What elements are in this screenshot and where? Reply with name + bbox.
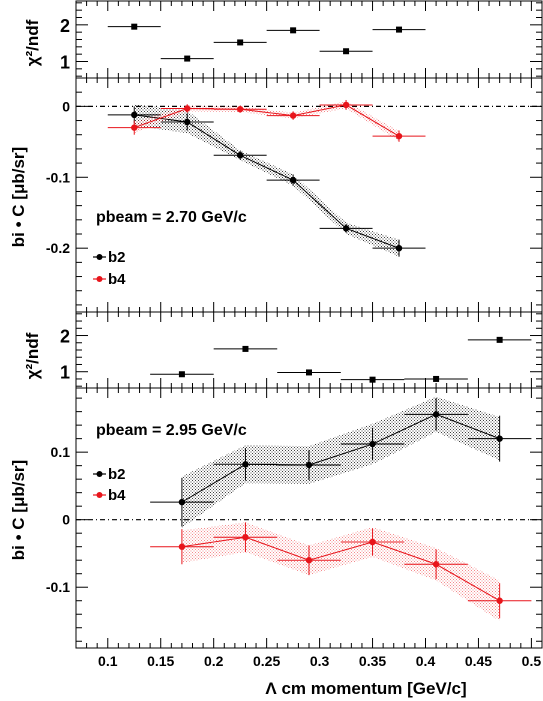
b-top-ylabel: bi • C [μb/sr] <box>9 147 28 247</box>
data-point-b2-b-bottom <box>178 498 186 506</box>
y-tick-label-b-bottom: 0.1 <box>51 444 71 460</box>
data-point-b2-b-bottom <box>496 435 503 442</box>
data-point-b4-b-bottom <box>369 538 376 546</box>
chart-marks: 1 2 0 -0.1 -0.2 1 2 0.1 0 -0.1 0.1 0.15 0.2 0.25 0.3 0.… <box>46 0 543 669</box>
series-line-b2-b-bottom <box>181 413 500 503</box>
y-tick-label-b-bottom: -0.1 <box>46 579 70 595</box>
legend-bottom: b2 b4 <box>93 466 126 504</box>
data-point-b4-b-top <box>342 101 350 109</box>
data-point-b2-b-top <box>289 176 297 184</box>
data-point-b2-b-bottom <box>432 411 440 418</box>
data-point-b4-b-bottom <box>496 597 503 604</box>
y-tick-label-b-top: -0.2 <box>46 240 70 256</box>
x-axis-label: Λ cm momentum [GeV/c] <box>265 679 466 698</box>
legend-top-b2-dot <box>96 254 103 260</box>
data-point-chi2-chi2-top <box>184 55 191 62</box>
data-point-b4-b-top <box>395 132 403 140</box>
legend-top-b4-label: b4 <box>108 271 126 288</box>
uncertainty-band-b4-b-top <box>134 101 400 142</box>
legend-top-b4-dot <box>96 276 103 282</box>
legend-bottom-b2-dot <box>96 471 103 477</box>
data-point-b2-b-top <box>184 118 191 126</box>
y-tick-label-chi2-top: 2 <box>60 16 70 36</box>
x-tick-label: 0.35 <box>359 653 386 669</box>
uncertainty-band-b2-b-bottom <box>181 396 500 528</box>
b-bottom-ylabel: bi • C [μb/sr] <box>9 460 28 560</box>
data-point-chi2-chi2-bottom <box>242 345 249 352</box>
y-tick-label-chi2-bottom: 2 <box>60 327 70 347</box>
panel-frame-chi2-top <box>75 0 543 79</box>
data-point-chi2-chi2-top <box>290 27 297 34</box>
data-point-b2-b-top <box>395 244 403 252</box>
series-line-b4-b-bottom <box>181 536 500 602</box>
pbeam-top-label: pbeam = 2.70 GeV/c <box>96 209 247 226</box>
legend-bottom-b4-label: b4 <box>108 487 126 504</box>
data-point-b4-b-top <box>236 106 244 113</box>
x-tick-label: 0.4 <box>416 653 436 669</box>
data-point-chi2-chi2-top <box>237 39 244 46</box>
x-tick-label: 0.45 <box>465 653 492 669</box>
data-point-chi2-chi2-bottom <box>433 375 440 382</box>
chi2-top-ylabel: χ²/ndf <box>23 19 42 66</box>
panel-frame-chi2-bottom <box>75 311 543 389</box>
data-point-b2-b-bottom <box>369 440 376 448</box>
series-line-b4-b-top <box>134 104 400 137</box>
x-tick-label: 0.15 <box>147 653 174 669</box>
data-point-chi2-chi2-bottom <box>306 369 312 376</box>
data-point-chi2-chi2-bottom <box>369 376 376 383</box>
y-tick-label-b-top: 0 <box>62 98 70 114</box>
data-point-b4-b-bottom <box>432 561 440 568</box>
uncertainty-band-b4-b-bottom <box>181 522 500 621</box>
data-point-b4-b-top <box>289 112 297 119</box>
data-point-b4-b-top <box>184 105 191 112</box>
x-tick-label: 0.25 <box>253 653 280 669</box>
y-tick-label-chi2-bottom: 1 <box>60 363 70 383</box>
legend-bottom-b4-dot <box>96 492 103 498</box>
y-tick-label-chi2-top: 1 <box>60 53 70 73</box>
data-point-b4-b-top <box>131 124 138 131</box>
x-tick-label: 0.2 <box>204 653 224 669</box>
data-point-b2-b-top <box>342 225 350 232</box>
x-tick-label: 0.3 <box>310 653 330 669</box>
data-point-b2-b-bottom <box>305 461 313 469</box>
data-point-chi2-chi2-bottom <box>496 336 503 343</box>
data-point-b4-b-bottom <box>242 534 249 541</box>
data-point-b4-b-bottom <box>178 543 186 550</box>
data-point-b4-b-bottom <box>305 557 313 564</box>
y-tick-label-b-top: -0.1 <box>46 169 70 185</box>
legend-bottom-b2-label: b2 <box>108 466 126 483</box>
data-point-chi2-chi2-top <box>131 23 138 30</box>
data-point-chi2-chi2-bottom <box>178 371 185 378</box>
chi2-bottom-ylabel: χ²/ndf <box>23 332 42 379</box>
uncertainty-band-b2-b-top <box>134 104 400 257</box>
data-point-chi2-chi2-top <box>343 48 350 55</box>
x-tick-label: 0.5 <box>522 653 542 669</box>
x-tick-label: 0.1 <box>98 653 118 669</box>
legend-top: b2 b4 <box>93 249 126 288</box>
series-line-b2-b-top <box>134 114 400 249</box>
legend-top-b2-label: b2 <box>108 249 126 266</box>
y-tick-label-b-bottom: 0 <box>62 512 70 528</box>
pbeam-bottom-label: pbeam = 2.95 GeV/c <box>96 422 247 439</box>
data-point-b2-b-top <box>131 111 138 119</box>
data-point-b2-b-bottom <box>242 461 249 468</box>
data-point-chi2-chi2-top <box>396 26 403 33</box>
data-point-b2-b-top <box>236 152 244 159</box>
